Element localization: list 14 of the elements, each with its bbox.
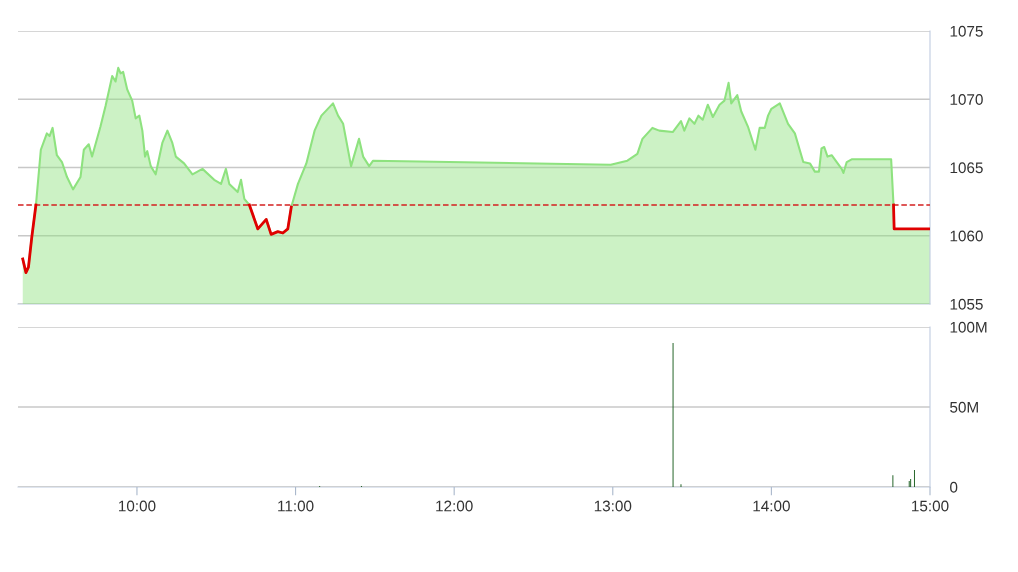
y-tick-label: 1065 bbox=[950, 162, 983, 174]
x-tick-label: 13:00 bbox=[594, 500, 632, 512]
y-tick-label: 100M bbox=[950, 321, 987, 333]
y-tick-label: 1070 bbox=[950, 94, 983, 105]
y-tick-label: 1060 bbox=[950, 230, 983, 242]
y-tick-label: 0 bbox=[950, 481, 958, 493]
x-tick-label: 12:00 bbox=[436, 500, 473, 512]
x-tick-label: 10:00 bbox=[119, 500, 156, 512]
y-tick-label: 1075 bbox=[950, 25, 983, 37]
y-tick-label: 50M bbox=[950, 401, 978, 413]
x-tick-label: 15:00 bbox=[912, 500, 949, 512]
x-tick-label: 11:00 bbox=[278, 500, 314, 512]
x-tick-label: 14:00 bbox=[753, 500, 790, 512]
y-tick-label: 1055 bbox=[950, 298, 983, 310]
